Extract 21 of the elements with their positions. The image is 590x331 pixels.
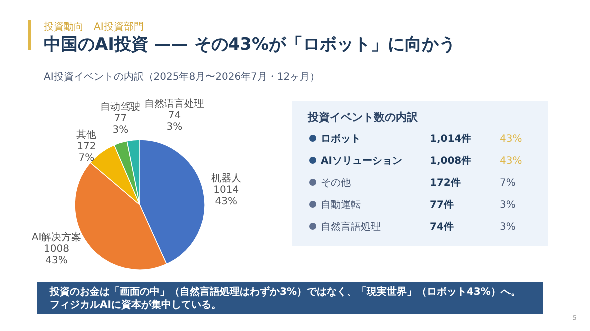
text: 投資イベント数の内訳 [307, 111, 419, 124]
data-label: 1,014件 [430, 133, 472, 145]
chart-subtitle: AI投資イベントの内訳（2025年8月〜2026年7月・12ヶ月） [44, 71, 320, 83]
category-label: その他 [321, 177, 351, 189]
category-label: 自動運転 [321, 199, 361, 211]
text: 投資動向 AI投資部門 [43, 21, 144, 33]
text: 43% [500, 134, 522, 145]
text: 3% [500, 200, 516, 211]
text: 7% [500, 178, 516, 189]
category-label: AIソリューション [321, 156, 402, 167]
text: 投資のお金は「画面の中」（自然言語処理はわずか3%）ではなく、「現実世界」（ロボット43%）へ。 [49, 286, 521, 298]
category-label: 自然言語処理 [321, 221, 381, 233]
text: フィジカルAIに資本が集中している。 [50, 299, 222, 311]
text: 43% [500, 156, 522, 167]
data-label: 1,008件 [430, 155, 472, 167]
data-label: 172件 [430, 177, 461, 189]
chart-title: 中国のAI投資 —— その43%が「ロボット」に向かう [44, 35, 456, 55]
category-label: ロボット [321, 133, 361, 145]
data-label: 74件 [430, 221, 454, 233]
text: 3% [500, 222, 516, 233]
data-label: 77件 [430, 199, 454, 211]
